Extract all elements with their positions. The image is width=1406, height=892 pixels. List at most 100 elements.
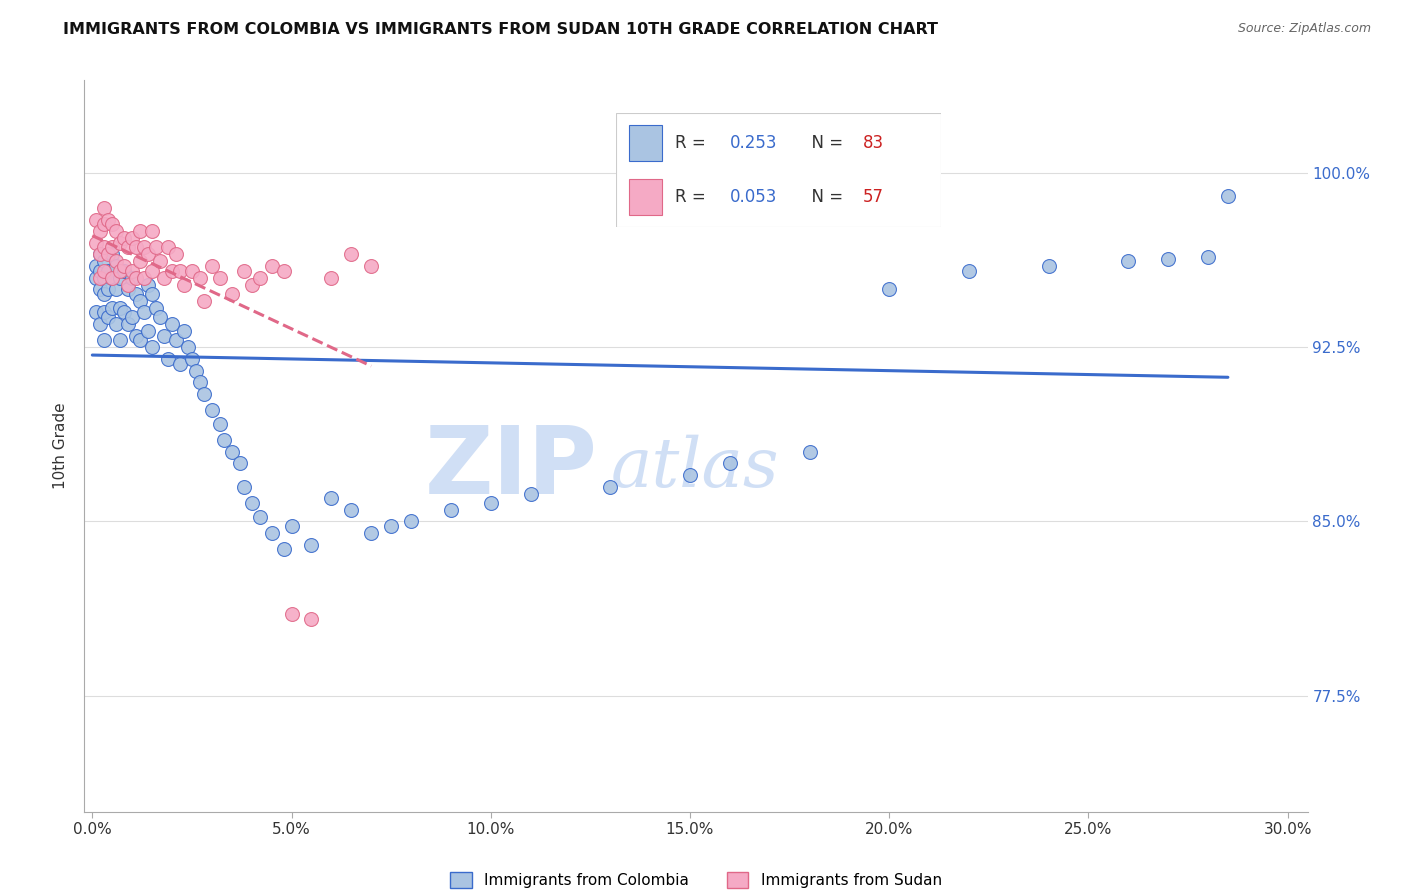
- Point: [97, 282, 120, 296]
- Text: 0.253: 0.253: [730, 134, 778, 152]
- Point: [240, 277, 263, 292]
- Point: [149, 310, 172, 325]
- Point: [129, 293, 152, 308]
- Point: [340, 247, 363, 261]
- Point: [105, 317, 128, 331]
- Text: R =: R =: [675, 188, 711, 206]
- Point: [519, 486, 541, 500]
- Point: [193, 293, 215, 308]
- Point: [121, 231, 143, 245]
- Point: [112, 259, 135, 273]
- Point: [105, 259, 128, 273]
- Point: [110, 334, 132, 348]
- Point: [145, 240, 167, 254]
- Point: [799, 445, 821, 459]
- Point: [97, 247, 120, 261]
- Point: [117, 282, 139, 296]
- Point: [129, 224, 152, 238]
- Point: [89, 317, 111, 331]
- Point: [86, 259, 108, 273]
- Point: [97, 310, 120, 325]
- Point: [957, 263, 980, 277]
- Point: [134, 305, 156, 319]
- Point: [280, 607, 302, 622]
- Point: [101, 270, 124, 285]
- Point: [188, 270, 211, 285]
- Text: IMMIGRANTS FROM COLOMBIA VS IMMIGRANTS FROM SUDAN 10TH GRADE CORRELATION CHART: IMMIGRANTS FROM COLOMBIA VS IMMIGRANTS F…: [63, 22, 938, 37]
- Text: Source: ZipAtlas.com: Source: ZipAtlas.com: [1237, 22, 1371, 36]
- Legend: Immigrants from Colombia, Immigrants from Sudan: Immigrants from Colombia, Immigrants fro…: [450, 872, 942, 888]
- Point: [117, 277, 139, 292]
- Point: [136, 324, 159, 338]
- Point: [112, 263, 135, 277]
- Point: [89, 282, 111, 296]
- Point: [240, 496, 263, 510]
- Point: [360, 526, 382, 541]
- Point: [1157, 252, 1180, 266]
- Text: 83: 83: [863, 134, 884, 152]
- Point: [97, 263, 120, 277]
- Point: [165, 247, 187, 261]
- Point: [112, 231, 135, 245]
- Point: [93, 334, 115, 348]
- Point: [89, 263, 111, 277]
- Point: [136, 247, 159, 261]
- Point: [877, 282, 900, 296]
- Point: [86, 235, 108, 250]
- Text: atlas: atlas: [610, 434, 779, 501]
- Point: [221, 445, 243, 459]
- Point: [184, 363, 207, 377]
- Point: [201, 403, 224, 417]
- Point: [193, 386, 215, 401]
- Point: [129, 254, 152, 268]
- Point: [93, 240, 115, 254]
- Point: [86, 270, 108, 285]
- Point: [89, 247, 111, 261]
- Point: [340, 503, 363, 517]
- Bar: [630, 125, 662, 161]
- Point: [232, 263, 254, 277]
- Point: [110, 235, 132, 250]
- Point: [273, 542, 295, 557]
- Point: [86, 212, 108, 227]
- Y-axis label: 10th Grade: 10th Grade: [53, 402, 69, 490]
- Point: [229, 457, 252, 471]
- Point: [1216, 189, 1239, 203]
- Point: [1197, 250, 1219, 264]
- Point: [301, 612, 323, 626]
- Point: [125, 240, 148, 254]
- Point: [134, 270, 156, 285]
- Text: N =: N =: [801, 134, 849, 152]
- Point: [89, 247, 111, 261]
- Point: [321, 270, 343, 285]
- Point: [273, 263, 295, 277]
- Text: N =: N =: [801, 188, 849, 206]
- Point: [173, 324, 195, 338]
- Text: ZIP: ZIP: [425, 422, 598, 514]
- Point: [201, 259, 224, 273]
- Point: [93, 286, 115, 301]
- Point: [117, 317, 139, 331]
- Point: [380, 519, 402, 533]
- Point: [260, 526, 283, 541]
- Point: [181, 263, 204, 277]
- Point: [101, 217, 124, 231]
- Point: [93, 270, 115, 285]
- Point: [160, 263, 183, 277]
- Point: [93, 305, 115, 319]
- Point: [173, 277, 195, 292]
- Point: [121, 263, 143, 277]
- Point: [125, 328, 148, 343]
- Point: [149, 254, 172, 268]
- Point: [679, 468, 702, 483]
- Bar: [630, 179, 662, 215]
- Point: [125, 270, 148, 285]
- Point: [440, 503, 463, 517]
- Point: [360, 259, 382, 273]
- Point: [181, 351, 204, 366]
- Point: [208, 417, 231, 431]
- Point: [260, 259, 283, 273]
- Point: [110, 301, 132, 315]
- Point: [141, 263, 163, 277]
- Point: [280, 519, 302, 533]
